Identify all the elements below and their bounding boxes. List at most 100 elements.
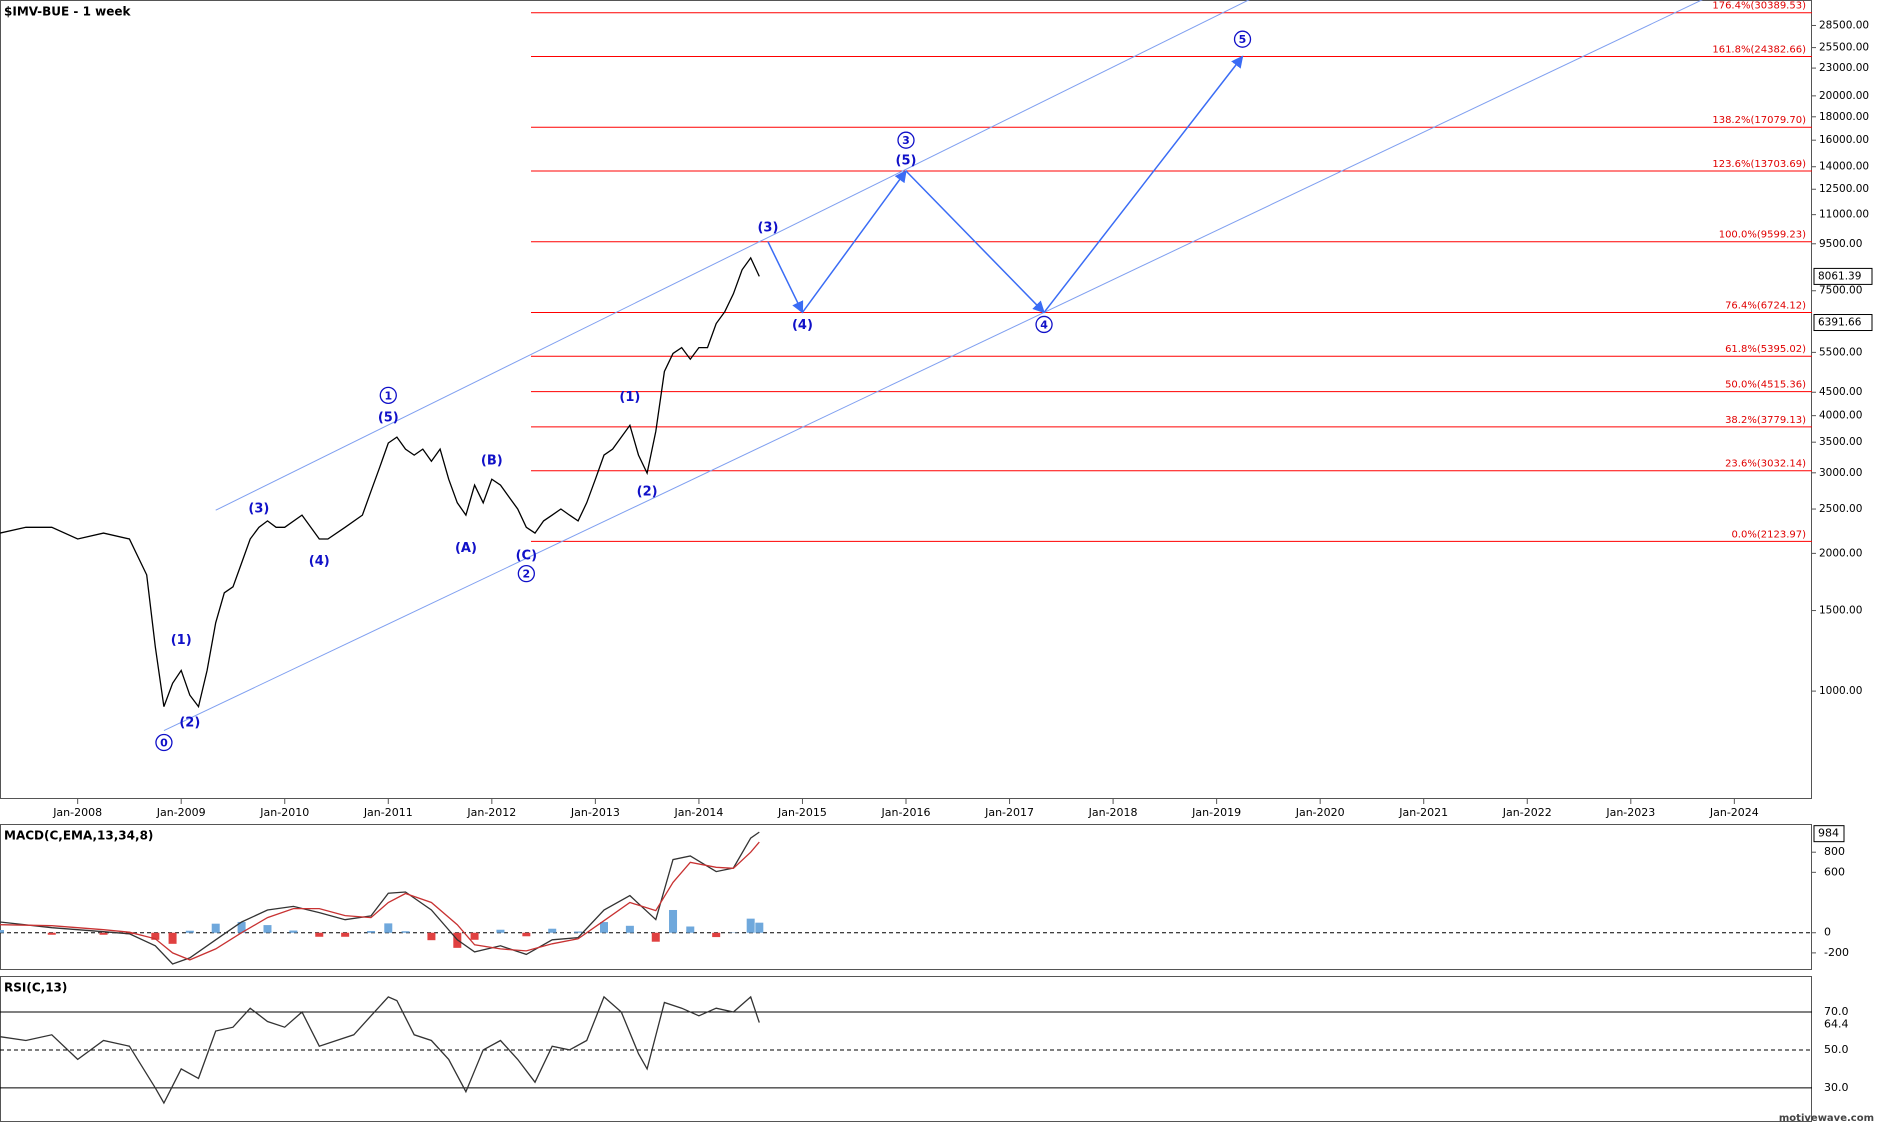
macd-histogram-bar bbox=[625, 925, 634, 933]
x-tick-label: Jan-2023 bbox=[1605, 806, 1655, 819]
x-tick-label: Jan-2015 bbox=[777, 806, 827, 819]
macd-histogram-bar bbox=[470, 932, 479, 940]
price-marker-box bbox=[1813, 314, 1873, 332]
price-plot bbox=[0, 0, 1812, 731]
macd-tick-label: 600 bbox=[1824, 865, 1845, 878]
wave-label: (A) bbox=[455, 541, 477, 556]
y-tick-label: 14000.00 bbox=[1819, 161, 1869, 173]
rsi-title: RSI(C,13) bbox=[4, 981, 67, 995]
macd-histogram-bar bbox=[669, 909, 678, 933]
x-tick-label: Jan-2019 bbox=[1191, 806, 1241, 819]
macd-tick-label: 800 bbox=[1824, 845, 1845, 858]
macd-histogram-bar bbox=[211, 923, 220, 933]
price-marker-label: 8061.39 bbox=[1818, 270, 1861, 282]
rsi-frame bbox=[0, 976, 1812, 1122]
macd-histogram-bar bbox=[151, 932, 160, 940]
macd-histogram-bar bbox=[712, 932, 721, 938]
wave-label: (2) bbox=[179, 716, 200, 731]
x-tick-label: Jan-2014 bbox=[673, 806, 723, 819]
price-marker-box bbox=[1813, 267, 1873, 285]
wave-label: (5) bbox=[378, 411, 399, 426]
macd-histogram-bar bbox=[746, 918, 755, 933]
wave-label: (1) bbox=[619, 390, 640, 405]
fib-label: 123.6%(13703.69) bbox=[1712, 159, 1806, 170]
macd-histogram-bar bbox=[401, 931, 410, 933]
rsi-line bbox=[0, 995, 760, 1105]
fib-label: 76.4%(6724.12) bbox=[1725, 300, 1806, 311]
x-tick-label: Jan-2012 bbox=[466, 806, 516, 819]
macd-histogram-bar bbox=[686, 926, 695, 933]
macd-histogram-bar bbox=[315, 932, 324, 937]
fib-label: 23.6%(3032.14) bbox=[1725, 459, 1806, 470]
fib-label: 50.0%(4515.36) bbox=[1725, 380, 1806, 391]
fib-label: 61.8%(5395.02) bbox=[1725, 344, 1806, 355]
x-tick-label: Jan-2016 bbox=[881, 806, 931, 819]
y-tick-label: 25500.00 bbox=[1819, 42, 1869, 54]
macd-histogram-bar bbox=[427, 932, 436, 941]
price-marker-label: 6391.66 bbox=[1818, 317, 1862, 329]
y-tick-label: 20000.00 bbox=[1819, 90, 1869, 102]
channel-line bbox=[163, 0, 1703, 731]
macd-histogram-bar bbox=[168, 932, 177, 944]
y-tick-label: 1500.00 bbox=[1819, 605, 1862, 617]
x-tick-label: Jan-2018 bbox=[1088, 806, 1138, 819]
wave-label: (3) bbox=[248, 501, 269, 516]
wave-label: (5) bbox=[896, 153, 917, 168]
wave-label: 0 bbox=[160, 737, 168, 750]
y-tick-label: 5500.00 bbox=[1819, 346, 1862, 358]
macd-histogram-bar bbox=[185, 930, 194, 933]
macd-histogram-bar bbox=[574, 931, 583, 933]
rsi-tick-label: 70.0 bbox=[1824, 1005, 1849, 1018]
y-tick-label: 4000.00 bbox=[1819, 410, 1862, 422]
fib-label: 0.0%(2123.97) bbox=[1731, 529, 1806, 540]
x-tick-label: Jan-2022 bbox=[1502, 806, 1552, 819]
macd-histogram-bar bbox=[651, 932, 660, 942]
rsi-marker-label: 64.4 bbox=[1824, 1018, 1849, 1031]
wave-label: (B) bbox=[481, 453, 503, 468]
y-tick-label: 18000.00 bbox=[1819, 111, 1869, 123]
y-tick-label: 2500.00 bbox=[1819, 503, 1862, 515]
y-tick-label: 3000.00 bbox=[1819, 467, 1862, 479]
x-tick-label: Jan-2011 bbox=[363, 806, 413, 819]
fib-label: 176.4%(30389.53) bbox=[1712, 1, 1806, 12]
price-line bbox=[0, 256, 760, 709]
macd-histogram-bar bbox=[341, 932, 350, 937]
x-tick-label: Jan-2024 bbox=[1709, 806, 1759, 819]
wave-label: (4) bbox=[309, 554, 330, 569]
macd-histogram-bar bbox=[522, 932, 531, 937]
projection-arrow bbox=[801, 170, 907, 313]
x-tick-label: Jan-2010 bbox=[259, 806, 309, 819]
rsi-tick-label: 50.0 bbox=[1824, 1043, 1849, 1056]
fib-label: 138.2%(17079.70) bbox=[1712, 115, 1806, 126]
y-tick-label: 11000.00 bbox=[1819, 209, 1869, 221]
y-tick-label: 4500.00 bbox=[1819, 386, 1862, 398]
y-tick-label: 28500.00 bbox=[1819, 19, 1869, 31]
projection-arrow bbox=[1043, 55, 1244, 313]
macd-tick-label: 0 bbox=[1824, 926, 1831, 939]
macd-histogram-bar bbox=[496, 929, 505, 933]
wave-label: 4 bbox=[1040, 318, 1048, 331]
macd-histogram-bar bbox=[237, 921, 246, 933]
macd-histogram-bar bbox=[0, 930, 4, 933]
watermark: motivewave.com bbox=[1779, 1113, 1874, 1124]
wave-circle bbox=[1233, 30, 1252, 48]
fib-label: 100.0%(9599.23) bbox=[1719, 230, 1806, 241]
y-tick-label: 2000.00 bbox=[1819, 547, 1862, 559]
x-tick-label: Jan-2020 bbox=[1295, 806, 1345, 819]
wave-label: 1 bbox=[384, 389, 392, 402]
x-tick-label: Jan-2008 bbox=[52, 806, 102, 819]
macd-histogram-bar bbox=[289, 930, 298, 933]
macd-histogram-bar bbox=[548, 928, 557, 933]
x-tick-label: Jan-2013 bbox=[570, 806, 620, 819]
wave-circle bbox=[517, 565, 535, 583]
wave-circle bbox=[379, 386, 397, 405]
macd-frame bbox=[0, 824, 1812, 970]
wave-label: (4) bbox=[792, 318, 813, 333]
fib-label: 161.8%(24382.66) bbox=[1712, 44, 1806, 55]
macd-tick-label: -200 bbox=[1824, 946, 1849, 959]
macd-histogram-bar bbox=[263, 925, 272, 933]
y-tick-label: 23000.00 bbox=[1819, 62, 1869, 74]
wave-label: 3 bbox=[902, 134, 910, 147]
wave-circle bbox=[155, 733, 173, 752]
